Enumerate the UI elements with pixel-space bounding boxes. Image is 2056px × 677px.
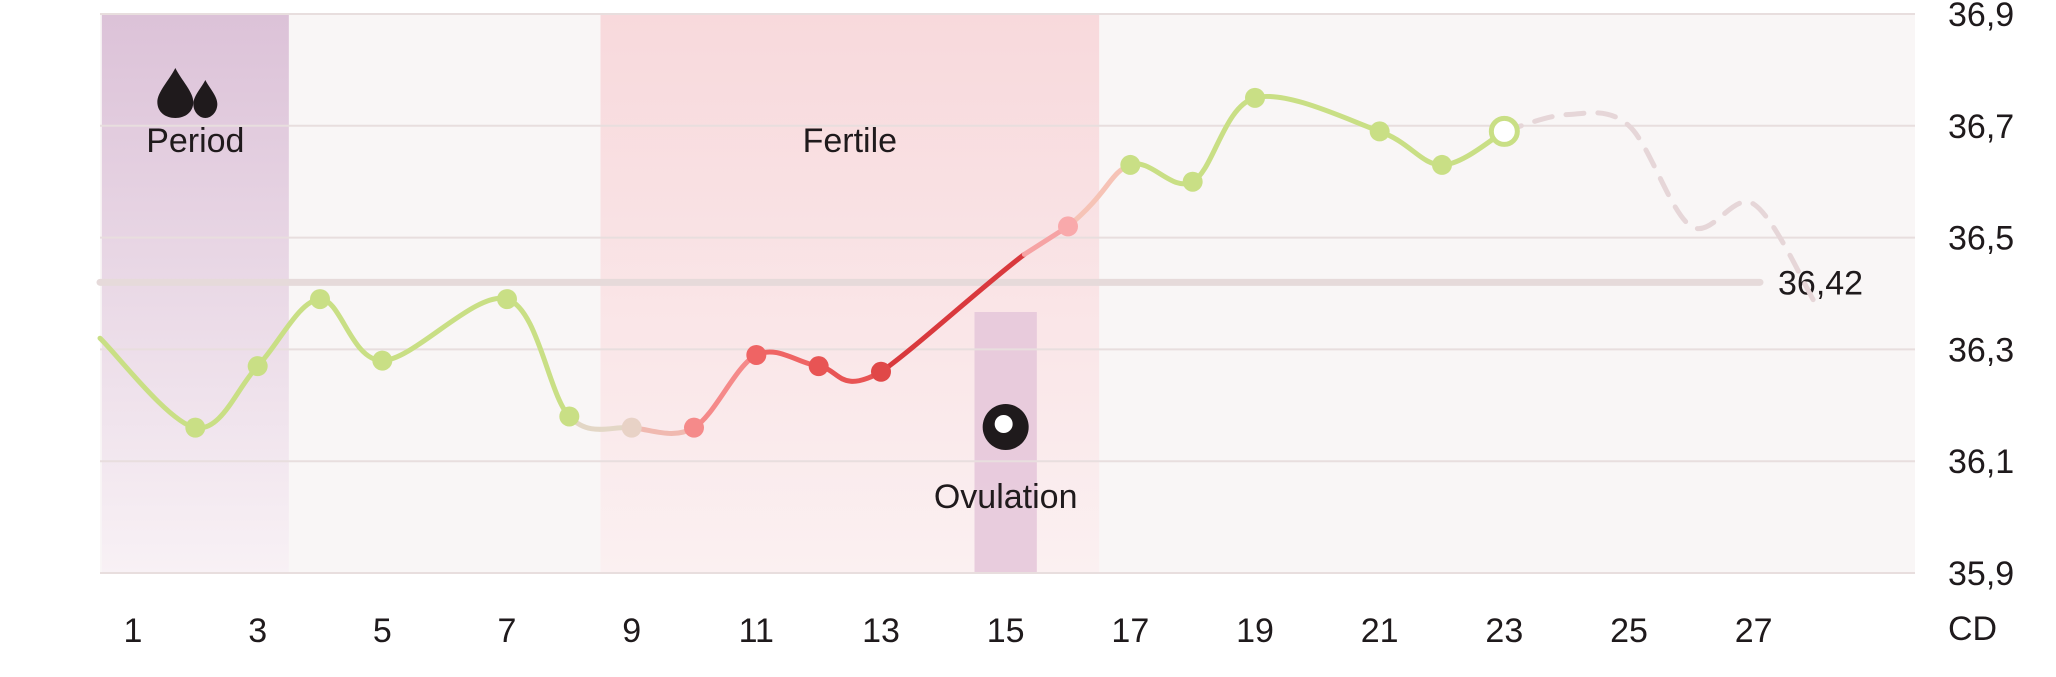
x-tick-label: 27	[1735, 612, 1773, 650]
coverline-label: 36,42	[1778, 264, 1863, 302]
x-tick-label: 1	[124, 612, 143, 650]
x-unit-label: CD	[1948, 610, 1997, 648]
zone-icons	[157, 68, 1029, 450]
y-tick-label: 36,9	[1948, 0, 2014, 34]
curve-segment	[1252, 94, 1383, 134]
x-tick-label: 13	[862, 612, 900, 650]
x-tick-label: 25	[1610, 612, 1648, 650]
x-tick-label: 15	[987, 612, 1025, 650]
data-point	[621, 417, 642, 438]
curve-segment	[97, 335, 198, 431]
x-tick-label: 17	[1111, 612, 1149, 650]
x-tick-label: 5	[373, 612, 392, 650]
drop-shape	[193, 80, 218, 118]
data-point	[808, 356, 829, 377]
temperature-points	[185, 87, 1520, 438]
data-point	[746, 344, 767, 365]
x-tick-label: 7	[498, 612, 517, 650]
y-tick-label: 36,7	[1948, 108, 2014, 146]
data-point	[310, 289, 330, 310]
x-tick-label: 23	[1485, 612, 1523, 650]
data-point	[684, 417, 704, 438]
data-point	[1058, 216, 1078, 237]
egg-icon	[982, 404, 1029, 450]
y-tick-label: 35,9	[1948, 555, 2014, 593]
period-label: Period	[146, 122, 244, 160]
data-point	[185, 417, 206, 438]
data-point	[247, 356, 268, 377]
y-tick-label: 36,5	[1948, 220, 2014, 258]
zone-labels: Period Fertile Ovulation	[146, 122, 1077, 516]
x-axis-ticks: 1 3 5 7 9 11 13 15 17 19 21 23 25 27 CD	[124, 610, 1998, 650]
x-tick-label: 19	[1236, 612, 1274, 650]
ovulation-label: Ovulation	[934, 478, 1078, 516]
y-tick-label: 36,1	[1948, 443, 2014, 481]
coverline: 36,42	[96, 264, 1863, 302]
data-point	[497, 289, 517, 310]
cycle-zones	[101, 14, 1100, 573]
y-tick-label: 36,3	[1948, 331, 2014, 369]
data-point	[1182, 171, 1203, 192]
data-point	[559, 406, 580, 427]
x-tick-label: 9	[622, 612, 641, 650]
prediction-line	[1501, 110, 1819, 308]
x-tick-label: 21	[1361, 612, 1399, 650]
data-point	[1120, 154, 1141, 175]
data-point	[372, 350, 393, 371]
x-tick-label: 11	[739, 612, 774, 650]
drops-icon	[157, 68, 218, 118]
data-point-open	[1488, 115, 1520, 147]
data-point	[1432, 154, 1452, 175]
drop-shape	[157, 68, 194, 118]
fertile-label: Fertile	[803, 122, 897, 160]
curve-segment	[504, 296, 572, 419]
x-tick-label: 3	[248, 612, 267, 650]
y-axis-ticks: 36,9 36,7 36,5 36,3 36,1 35,9	[1948, 0, 2014, 593]
data-point	[871, 361, 891, 382]
data-point	[1369, 121, 1390, 142]
curve-segment	[878, 251, 1027, 375]
egg-inner	[994, 415, 1013, 433]
curve-segment	[379, 295, 510, 364]
data-point	[1245, 87, 1265, 108]
prediction-curve	[1501, 110, 1819, 308]
grid-lines	[100, 13, 1915, 574]
